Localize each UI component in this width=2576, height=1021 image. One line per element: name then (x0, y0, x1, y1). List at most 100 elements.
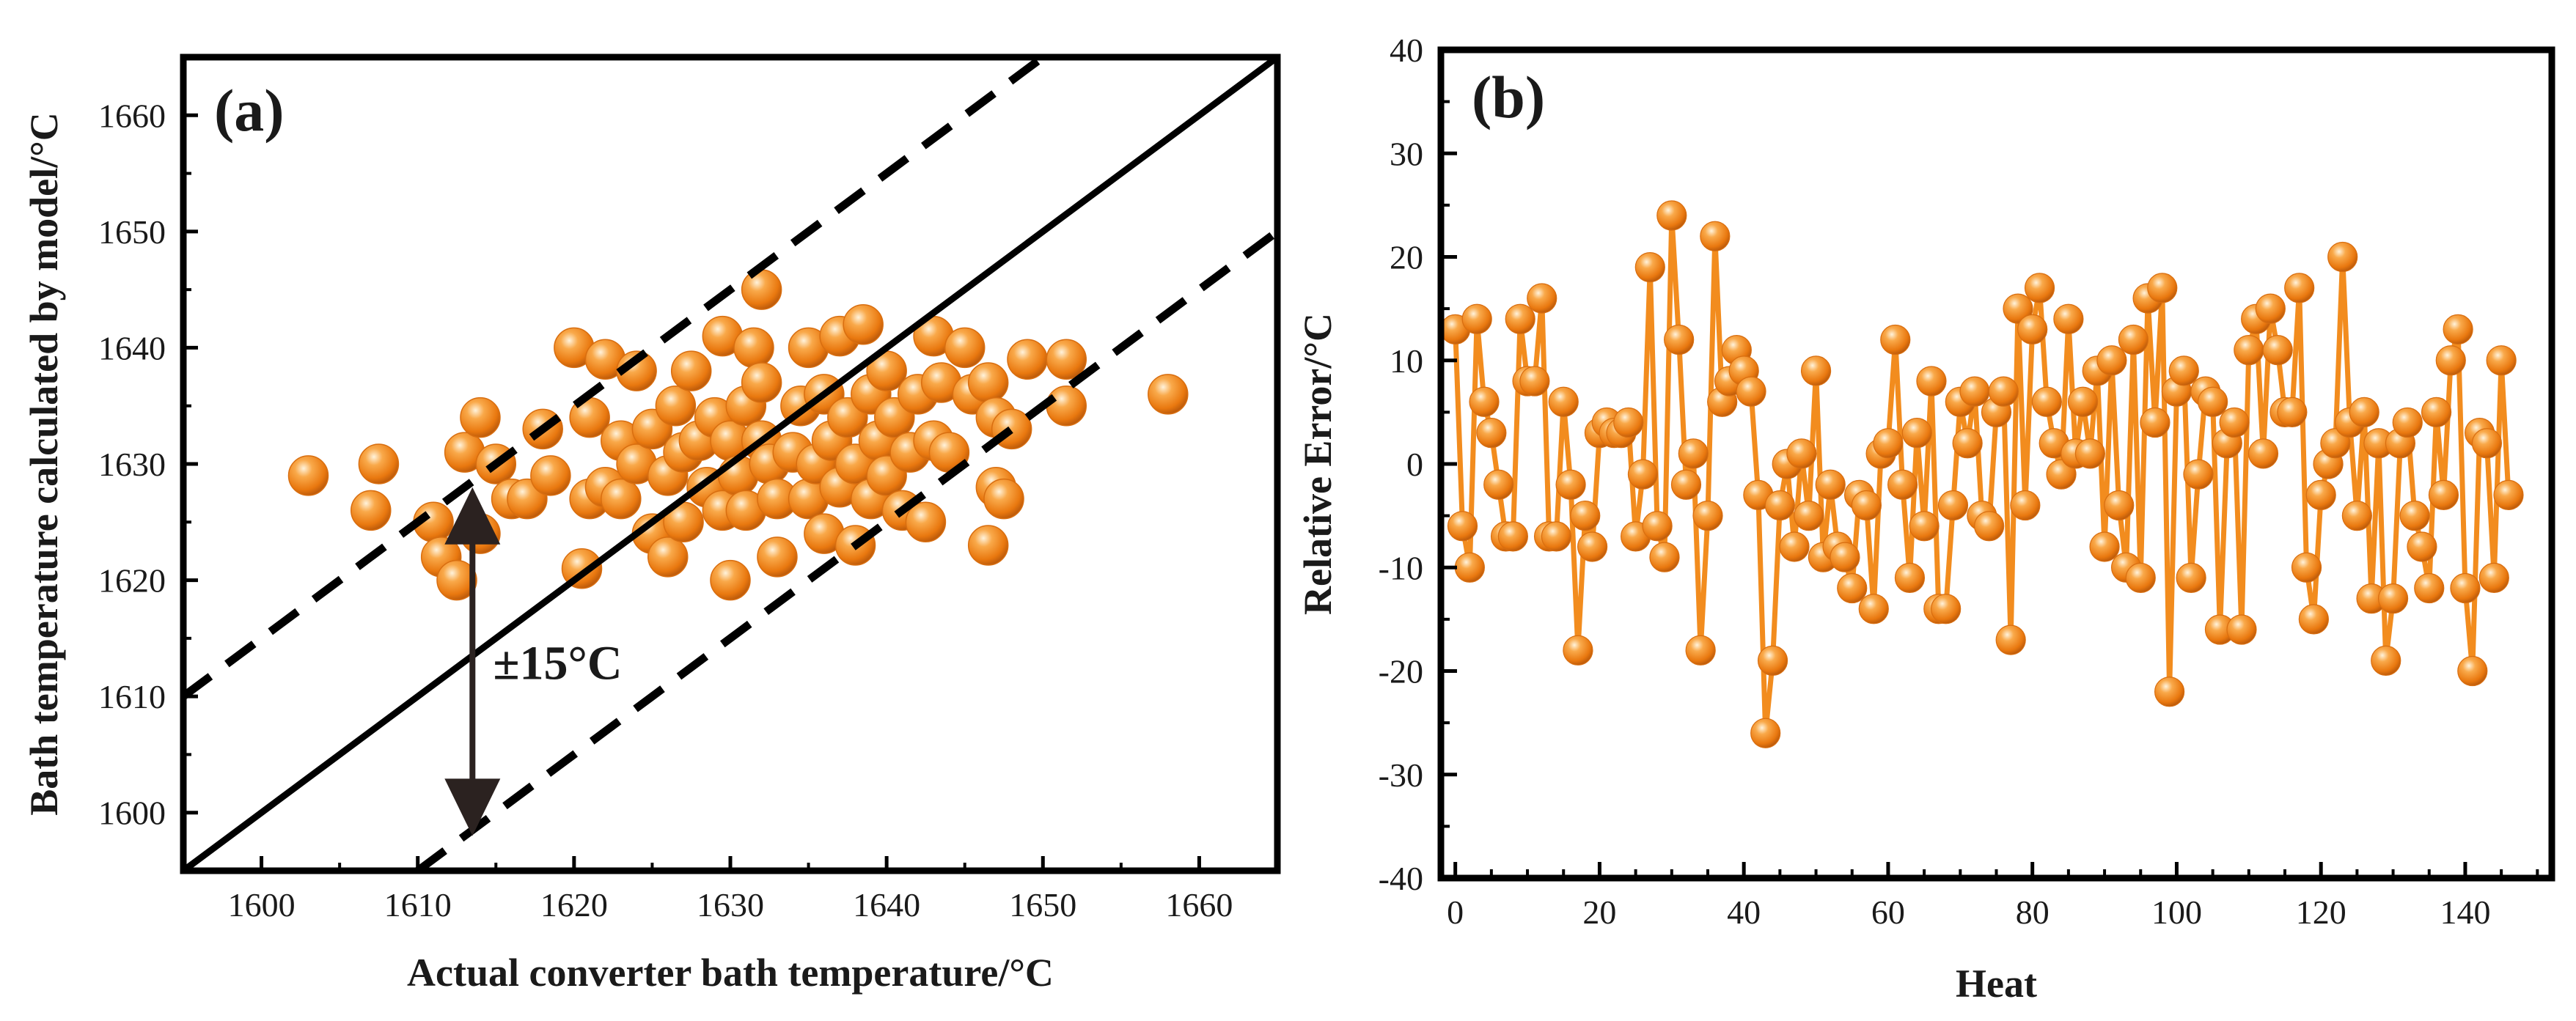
error-point-97 (2140, 407, 2170, 438)
error-point-113 (2255, 293, 2286, 324)
error-point-9 (1505, 303, 1535, 334)
error-point-134 (2407, 531, 2437, 562)
scatter-point-83 (983, 478, 1024, 520)
error-point-87 (2067, 386, 2099, 417)
scatter-point-5 (436, 559, 477, 601)
error-point-91 (2096, 345, 2127, 376)
error-point-117 (2284, 273, 2315, 303)
error-point-95 (2125, 562, 2156, 593)
error-point-52 (1815, 469, 1846, 500)
tick-marks (1441, 48, 2539, 880)
plot-frame (1437, 46, 2555, 882)
error-point-36 (1700, 221, 1731, 251)
error-point-15 (1548, 386, 1579, 417)
error-point-122 (2320, 428, 2351, 459)
line-panel: 0 20 40 60 80 100 120 140-40-30-20-10010203040 … (1296, 32, 2555, 1006)
x-axis-title: Actual converter bath temperature/°C (407, 951, 1054, 995)
tolerance-arrow (444, 487, 501, 836)
error-point-1 (1447, 511, 1478, 542)
error-point-101 (2168, 355, 2199, 386)
error-point-143 (2471, 428, 2503, 459)
error-point-136 (2421, 397, 2452, 427)
error-point-77 (1995, 624, 2026, 655)
error-point-11 (1519, 366, 1550, 397)
y-tick-label-1: 1610 (98, 678, 166, 715)
error-point-28 (1642, 511, 1673, 542)
error-point-116 (2277, 397, 2308, 427)
error-point-109 (2226, 614, 2257, 645)
error-point-60 (1873, 428, 1904, 459)
y-tick-label-5: 10 (1390, 342, 1423, 380)
error-point-63 (1894, 562, 1926, 593)
y-tick-label-6: 20 (1390, 239, 1423, 276)
scatter-point-22 (616, 350, 657, 391)
error-point-29 (1649, 542, 1680, 572)
tick-marks (182, 56, 1279, 872)
scatter-point-28 (655, 385, 697, 427)
error-point-71 (1952, 428, 1983, 459)
scatter-point-79 (967, 362, 1009, 403)
error-point-82 (2031, 386, 2062, 417)
error-point-26 (1627, 459, 1659, 490)
scatter-point-13 (530, 455, 571, 496)
error-point-44 (1757, 645, 1788, 676)
y-axis-title: Bath temperature calculated by model/°C (22, 112, 66, 815)
error-point-58 (1858, 594, 1889, 624)
y-tick-label-5: 1650 (98, 213, 166, 251)
error-point-45 (1764, 490, 1795, 521)
scatter-point-86 (1046, 339, 1087, 380)
error-point-47 (1779, 531, 1810, 562)
error-point-18 (1570, 501, 1601, 531)
x-axis-title: Heat (1956, 962, 2037, 1006)
error-point-108 (2219, 407, 2250, 438)
error-point-79 (2010, 490, 2041, 521)
error-point-27 (1634, 252, 1665, 283)
x-tick-label-1: 1610 (384, 886, 452, 924)
tolerance-line-1 (180, 54, 1046, 700)
error-point-30 (1656, 200, 1687, 231)
scatter-point-42 (733, 327, 774, 369)
error-point-48 (1786, 438, 1817, 469)
error-point-139 (2443, 314, 2473, 344)
error-point-74 (1974, 511, 2005, 542)
error-point-49 (1794, 501, 1824, 531)
error-point-50 (1800, 355, 1832, 386)
reference-lines (180, 54, 1280, 874)
error-point-88 (2074, 438, 2105, 469)
x-tick-label-5: 100 (2151, 893, 2202, 931)
error-point-84 (2046, 459, 2077, 490)
error-point-72 (1959, 376, 1990, 407)
error-point-43 (1750, 718, 1781, 748)
scatter-point-2 (351, 490, 392, 531)
panel-label: (b) (1472, 64, 1545, 130)
error-point-80 (2017, 314, 2048, 344)
y-tick-label-4: 1640 (98, 329, 166, 366)
error-point-141 (2457, 655, 2488, 687)
error-point-34 (1685, 635, 1716, 666)
x-tick-label-4: 80 (2016, 893, 2050, 931)
scatter-point-0 (287, 455, 329, 496)
scatter-point-21 (601, 478, 642, 520)
error-point-119 (2298, 604, 2329, 635)
x-tick-label-3: 1630 (697, 886, 764, 924)
tick-labels: 0 20 40 60 80 100 120 140 -40 -30 -20 -10 0 10 20 30 40 (1379, 32, 2491, 931)
error-point-105 (2198, 386, 2228, 417)
error-point-19 (1577, 531, 1608, 562)
error-point-61 (1880, 324, 1911, 355)
error-point-125 (2341, 501, 2372, 531)
error-point-14 (1541, 521, 1572, 552)
error-series-points (1440, 200, 2524, 748)
error-point-4 (1469, 386, 1500, 417)
scatter-point-44 (741, 269, 782, 310)
scatter-points (287, 269, 1189, 601)
error-point-81 (2024, 273, 2055, 303)
scatter-point-85 (1007, 339, 1048, 380)
error-point-94 (2118, 324, 2149, 355)
error-point-114 (2262, 335, 2293, 366)
scatter-point-7 (460, 397, 501, 438)
error-point-68 (1931, 594, 1962, 624)
y-tick-label-2: -20 (1379, 653, 1423, 690)
scatter-point-1 (358, 443, 400, 484)
x-tick-label-7: 140 (2440, 893, 2490, 931)
error-point-16 (1555, 469, 1586, 500)
